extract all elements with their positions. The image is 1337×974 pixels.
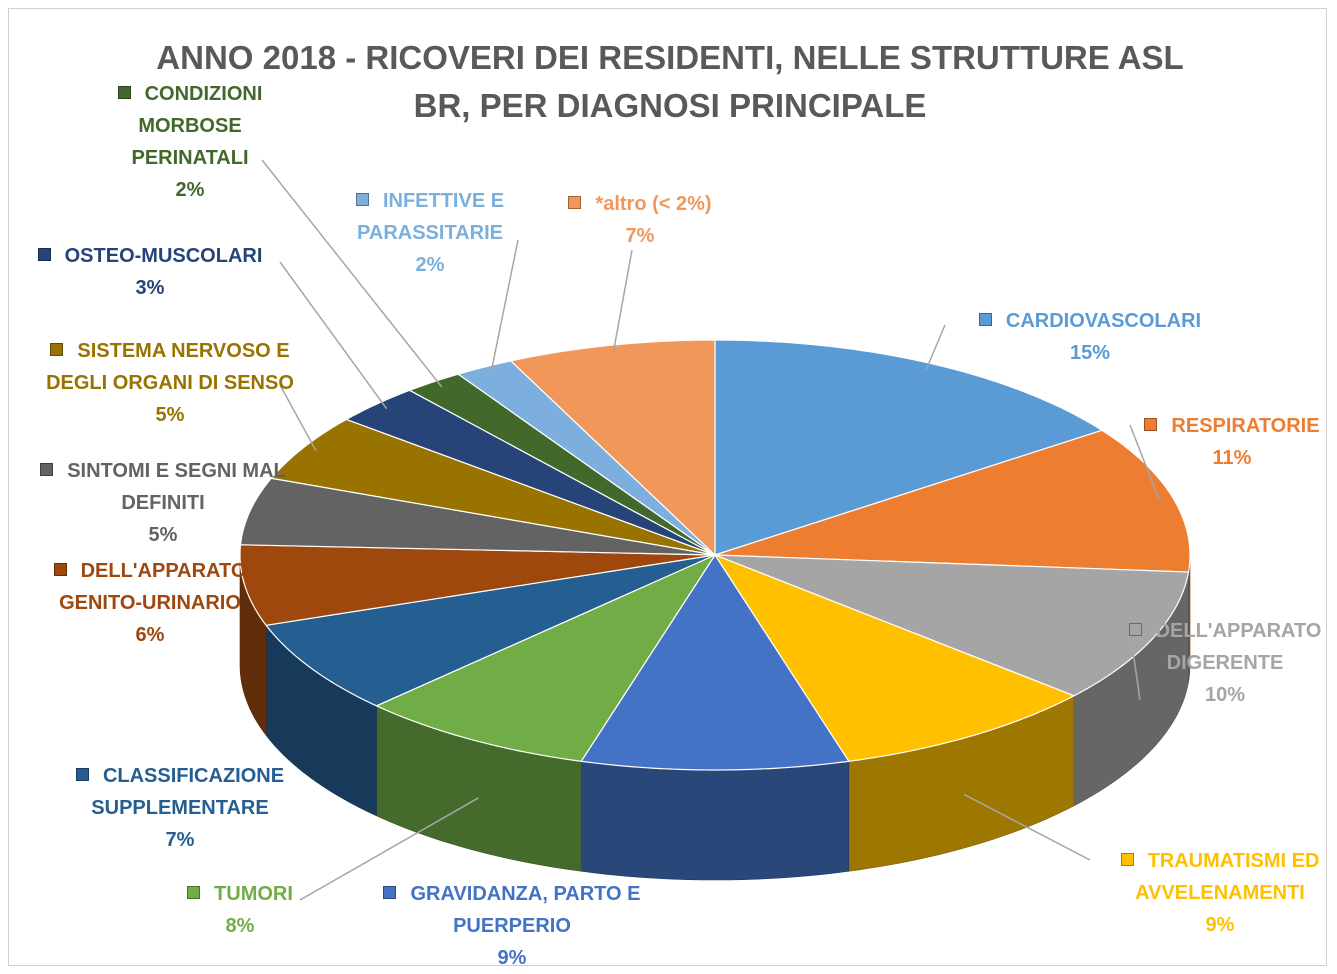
value-label: 6% (135, 624, 165, 646)
legend-marker (53, 563, 67, 576)
legend-marker (187, 886, 201, 899)
category-label: *altro (< 2%) (595, 193, 712, 215)
slice (714, 554, 1190, 697)
legend-marker (50, 343, 64, 356)
leader-line (1129, 629, 1141, 700)
data-label: SINTOMI E SEGNI MAL DEFINITI 5% (13, 455, 313, 551)
data-label: TRAUMATISMI ED AVVELENAMENTI 9% (1105, 845, 1335, 941)
value-label: 8% (225, 915, 255, 937)
data-label: SISTEMA NERVOSO E DEGLI ORGANI DI SENSO 5… (25, 335, 315, 431)
category-label: GRAVIDANZA, PARTO E PUERPERIO (410, 883, 641, 937)
value-label: 7% (165, 829, 195, 851)
category-label: DELL'APPARATO GENITO-URINARIO (59, 560, 247, 614)
category-label: TUMORI (214, 883, 293, 905)
chart-frame (8, 8, 1327, 966)
category-label: DELL'APPARATO DIGERENTE (1155, 620, 1322, 674)
leader-line (261, 159, 443, 388)
value-label: 3% (135, 277, 165, 299)
data-label: CLASSIFICAZIONE SUPPLEMENTARE 7% (55, 760, 305, 856)
value-label: 9% (1205, 914, 1235, 936)
legend-marker (37, 248, 51, 261)
data-label: CONDIZIONI MORBOSE PERINATALI 2% (90, 78, 290, 206)
category-label: CLASSIFICAZIONE SUPPLEMENTARE (91, 765, 285, 819)
legend-marker (117, 86, 131, 99)
slice (409, 373, 716, 556)
category-label: INFETTIVE E PARASSITARIE (357, 190, 505, 244)
leader-line (1129, 424, 1160, 500)
value-label: 10% (1204, 684, 1246, 706)
data-label: *altro (< 2%) 7% (540, 188, 740, 252)
slice (239, 544, 716, 626)
value-label: 2% (175, 179, 205, 201)
legend-marker (75, 768, 89, 781)
slice (265, 554, 716, 707)
value-label: 7% (625, 225, 655, 247)
value-label: 2% (415, 254, 445, 276)
legend-marker (978, 313, 992, 326)
slice (580, 554, 850, 771)
legend-marker (40, 463, 54, 476)
category-label: TRAUMATISMI ED AVVELENAMENTI (1135, 850, 1320, 904)
value-label: 15% (1069, 342, 1111, 364)
leader-line (299, 797, 479, 901)
slice (714, 339, 1103, 556)
slice (239, 477, 716, 556)
category-label: RESPIRATORIE (1171, 415, 1320, 437)
slice-side (580, 760, 850, 881)
category-label: SINTOMI E SEGNI MAL DEFINITI (67, 460, 286, 514)
category-label: CONDIZIONI MORBOSE PERINATALI (131, 83, 263, 169)
legend-marker (1144, 418, 1158, 431)
leader-line (925, 324, 946, 370)
leader-line (490, 239, 519, 373)
chart-title: ANNO 2018 - RICOVERI DEI RESIDENTI, NELL… (156, 39, 1184, 124)
leader-line (279, 384, 317, 452)
data-label: CARDIOVASCOLARI 15% (960, 305, 1220, 369)
slice (510, 339, 716, 556)
data-label: GRAVIDANZA, PARTO E PUERPERIO 9% (377, 878, 647, 974)
slice (457, 360, 716, 556)
data-label: DELL'APPARATO GENITO-URINARIO 6% (30, 555, 270, 651)
data-label: INFETTIVE E PARASSITARIE 2% (320, 185, 540, 281)
legend-marker (568, 196, 582, 209)
data-label: TUMORI 8% (150, 878, 330, 942)
value-label: 5% (148, 524, 178, 546)
data-label: OSTEO-MUSCOLARI 3% (5, 240, 295, 304)
value-label: 9% (497, 947, 527, 969)
data-label: DELL'APPARATO DIGERENTE 10% (1110, 615, 1337, 711)
category-label: SISTEMA NERVOSO E DEGLI ORGANI DI SENSO (46, 340, 294, 394)
slice (375, 554, 716, 762)
legend-marker (355, 193, 369, 206)
legend-marker (1128, 623, 1142, 636)
leader-line (612, 249, 633, 352)
slice (270, 418, 716, 556)
category-label: CARDIOVASCOLARI (1005, 310, 1202, 332)
legend-marker (1120, 853, 1134, 866)
slice (345, 389, 716, 556)
slice (714, 429, 1191, 573)
leader-line (279, 261, 388, 410)
legend-marker (383, 886, 397, 899)
value-label: 5% (155, 404, 185, 426)
value-label: 11% (1212, 447, 1252, 469)
data-label: RESPIRATORIE 11% (1117, 410, 1337, 474)
category-label: OSTEO-MUSCOLARI (64, 245, 263, 267)
slice (714, 554, 1075, 762)
leader-line (963, 793, 1091, 861)
